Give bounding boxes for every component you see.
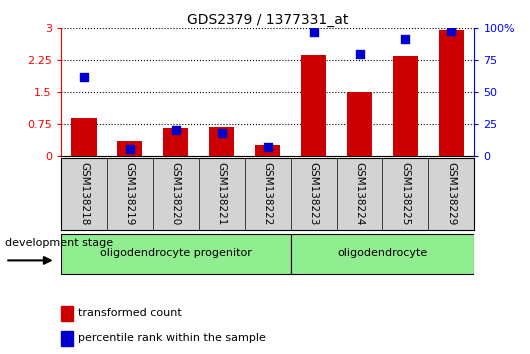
Point	[263, 144, 272, 150]
Text: GSM138223: GSM138223	[308, 162, 319, 225]
Text: development stage: development stage	[5, 238, 113, 248]
Bar	[61, 306, 73, 321]
Bar	[117, 141, 143, 156]
Text: GSM138224: GSM138224	[355, 162, 365, 225]
Point	[447, 28, 456, 34]
Bar	[347, 92, 372, 156]
Point	[126, 147, 134, 152]
Text: oligodendrocyte progenitor: oligodendrocyte progenitor	[100, 248, 252, 258]
Bar	[255, 145, 280, 156]
Point	[80, 74, 88, 80]
Text: GSM138218: GSM138218	[79, 162, 89, 225]
Title: GDS2379 / 1377331_at: GDS2379 / 1377331_at	[187, 13, 348, 27]
Text: percentile rank within the sample: percentile rank within the sample	[78, 333, 266, 343]
Bar	[163, 128, 189, 156]
Bar	[61, 234, 290, 274]
Text: transformed count: transformed count	[78, 308, 182, 318]
Point	[401, 36, 410, 41]
Bar	[61, 331, 73, 346]
Bar	[301, 55, 326, 156]
Point	[217, 130, 226, 136]
Point	[355, 51, 364, 57]
Text: oligodendrocyte: oligodendrocyte	[338, 248, 428, 258]
Text: GSM138221: GSM138221	[217, 162, 227, 225]
Text: GSM138220: GSM138220	[171, 162, 181, 225]
Text: GSM138219: GSM138219	[125, 162, 135, 225]
Text: GSM138225: GSM138225	[401, 162, 410, 225]
Point	[310, 29, 318, 35]
Text: GSM138222: GSM138222	[263, 162, 272, 225]
Text: GSM138229: GSM138229	[446, 162, 456, 225]
Bar	[439, 30, 464, 156]
Bar	[71, 118, 96, 156]
Bar	[393, 56, 418, 156]
Bar	[290, 234, 474, 274]
Bar	[209, 127, 234, 156]
Point	[172, 127, 180, 133]
